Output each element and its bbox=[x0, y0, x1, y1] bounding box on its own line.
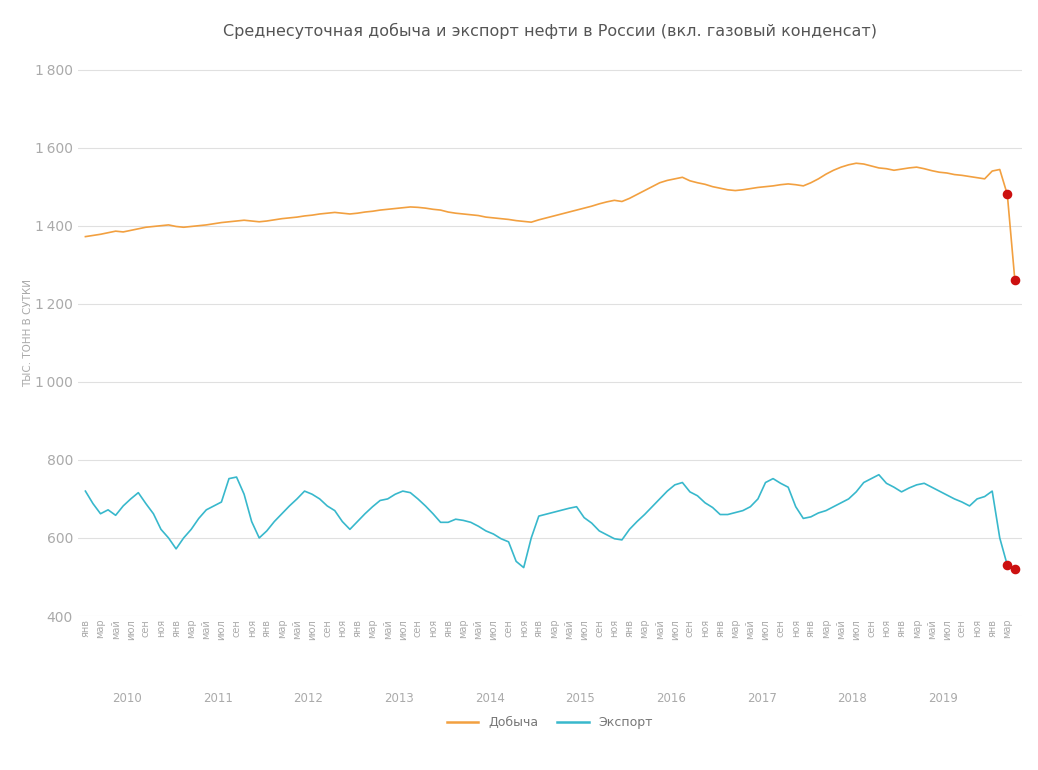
Text: 2012: 2012 bbox=[294, 692, 323, 705]
Legend: Добыча, Экспорт: Добыча, Экспорт bbox=[442, 711, 658, 735]
Text: 2013: 2013 bbox=[384, 692, 414, 705]
Text: 2016: 2016 bbox=[656, 692, 686, 705]
Text: 2018: 2018 bbox=[838, 692, 868, 705]
Text: 2010: 2010 bbox=[112, 692, 142, 705]
Point bbox=[999, 559, 1015, 571]
Text: 2017: 2017 bbox=[746, 692, 776, 705]
Point bbox=[1007, 274, 1023, 286]
Text: 2019: 2019 bbox=[928, 692, 958, 705]
Text: 2011: 2011 bbox=[202, 692, 233, 705]
Point bbox=[1007, 563, 1023, 575]
Y-axis label: ТЫС. ТОНН В СУТКИ: ТЫС. ТОНН В СУТКИ bbox=[23, 279, 33, 387]
Point bbox=[999, 189, 1015, 201]
Text: 2015: 2015 bbox=[566, 692, 595, 705]
Text: 2014: 2014 bbox=[474, 692, 504, 705]
Title: Среднесуточная добыча и экспорт нефти в России (вкл. газовый конденсат): Среднесуточная добыча и экспорт нефти в … bbox=[223, 23, 877, 39]
